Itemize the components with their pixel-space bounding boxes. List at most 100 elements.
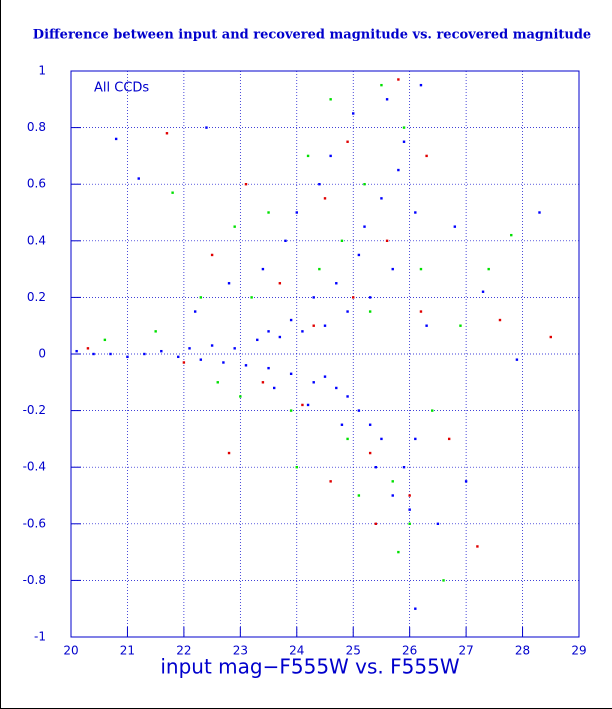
point [154,330,157,333]
point [357,409,361,412]
point [385,98,389,101]
y-tick-label: -0.8 [23,573,46,587]
point [278,282,282,285]
x-axis-label: input mag−F555W vs. F555W [160,655,459,679]
point [137,177,140,180]
point [114,137,118,141]
point [335,282,338,285]
point [143,352,146,356]
point [233,347,236,350]
point [289,409,293,412]
point [419,267,423,271]
point [414,607,417,610]
point [402,140,406,143]
point [210,253,214,257]
point [352,296,355,299]
point [464,480,468,483]
point [92,352,95,356]
x-tick-label: 28 [515,644,530,658]
point [267,211,270,214]
y-tick-label: 0.2 [27,290,46,304]
point [346,310,349,313]
x-tick-label: 29 [571,644,586,658]
point [312,296,315,299]
point [408,508,411,511]
point [233,225,236,228]
point [318,183,321,186]
point [210,344,214,347]
point [312,381,315,384]
point [515,358,519,361]
point [436,522,440,525]
point [442,579,445,582]
point [374,522,377,525]
point [368,310,372,313]
y-tick-label: 0.4 [27,233,46,247]
y-tick-label: 0.6 [27,177,46,191]
axes-frame [70,70,580,638]
point [289,318,293,322]
point [385,239,389,242]
point [335,386,338,390]
point [549,335,552,339]
point [498,318,502,322]
point [538,211,541,214]
point [227,451,231,455]
y-tick-label: -0.6 [23,516,46,530]
point [340,423,344,426]
point [261,381,265,384]
point [340,239,344,242]
point [447,437,451,441]
point [222,361,225,364]
point [368,423,372,426]
point [244,183,248,186]
x-tick-label: 23 [233,644,248,658]
point [171,191,174,194]
point [205,126,208,129]
point [323,324,327,327]
point [193,310,197,313]
point [273,386,276,390]
y-tick-label: -0.4 [23,460,46,474]
point [323,197,327,200]
y-tick-label: 0 [38,347,46,361]
point [481,290,485,293]
point [431,409,434,412]
point [329,480,332,483]
point [363,225,366,228]
point [363,183,366,186]
x-tick-label: 25 [346,644,361,658]
point [239,395,242,398]
point [487,267,490,271]
point [199,296,203,299]
point [261,267,265,271]
point [357,253,361,257]
point [75,349,78,353]
point [329,154,332,158]
point [306,154,310,158]
point [188,347,191,350]
point [425,324,428,327]
point [419,83,423,87]
point [402,466,406,469]
point [346,395,349,398]
chart-title: Difference between input and recovered m… [33,28,591,43]
x-tick-label: 24 [289,644,304,658]
plot-area: 20 21 22 23 24 25 26 27 28 29 -1 -0.8 -0.6 -0.4 -0.2 0 0… [23,64,587,658]
point [346,140,349,143]
point [256,338,259,342]
annotation: All CCDs [94,81,149,96]
point [301,403,304,407]
point [284,239,287,242]
x-tick-label: 26 [402,644,417,658]
point [459,324,462,327]
point [397,78,400,81]
point [397,168,400,172]
point [402,126,406,129]
point [295,211,298,214]
point [306,403,310,407]
point [380,437,383,441]
y-tick-label: -0.2 [23,403,46,417]
point [267,366,270,370]
